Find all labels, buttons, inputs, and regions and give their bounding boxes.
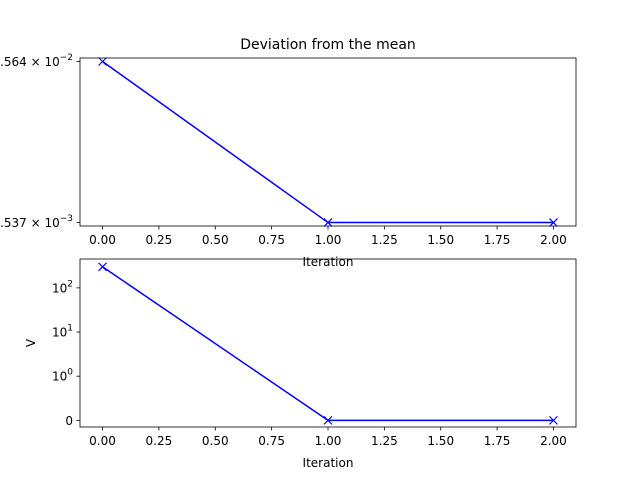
x-axis-label: Iteration bbox=[303, 456, 354, 470]
x-tick-label: 1.50 bbox=[427, 434, 454, 448]
y-tick-label: 0 bbox=[65, 414, 73, 428]
x-tick-label: 0.00 bbox=[89, 434, 116, 448]
x-axis-label: Iteration bbox=[303, 255, 354, 269]
x-tick-label: 1.00 bbox=[315, 434, 342, 448]
x-tick-label: 1.75 bbox=[484, 434, 511, 448]
x-tick-label: 0.75 bbox=[258, 434, 285, 448]
x-tick-label: 0.25 bbox=[146, 434, 173, 448]
x-tick-label: 1.75 bbox=[484, 233, 511, 247]
x-tick-label: 1.00 bbox=[315, 233, 342, 247]
x-tick-label: 0.50 bbox=[202, 434, 229, 448]
x-tick-label: 1.50 bbox=[427, 233, 454, 247]
x-tick-label: 0.75 bbox=[258, 233, 285, 247]
x-tick-label: 2.00 bbox=[540, 233, 567, 247]
x-tick-label: 1.25 bbox=[371, 434, 398, 448]
x-tick-label: 1.25 bbox=[371, 233, 398, 247]
chart-title: Deviation from the mean bbox=[240, 37, 416, 53]
y-axis-label: V bbox=[24, 338, 38, 347]
x-tick-label: 0.00 bbox=[89, 233, 116, 247]
x-tick-label: 2.00 bbox=[540, 434, 567, 448]
x-tick-label: 0.25 bbox=[146, 233, 173, 247]
x-tick-label: 0.50 bbox=[202, 233, 229, 247]
